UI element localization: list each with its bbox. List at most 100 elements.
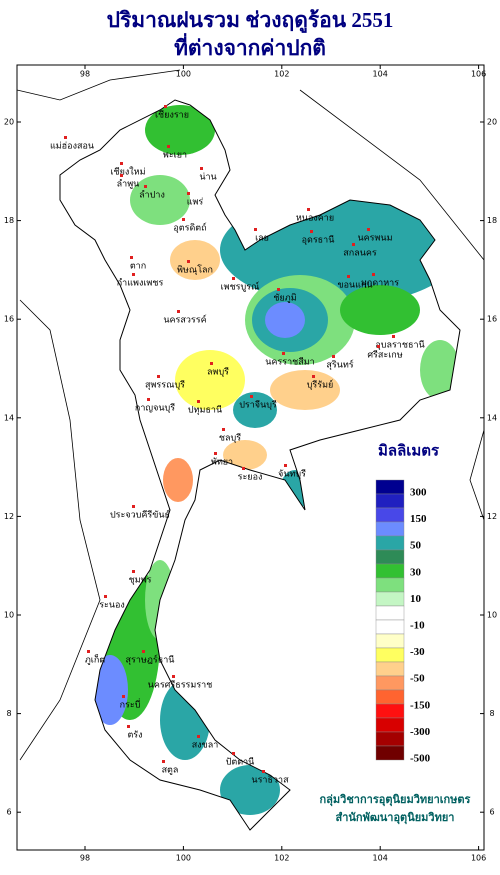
- station-dot: [352, 243, 355, 246]
- station-dot: [312, 375, 315, 378]
- station-dot: [262, 770, 265, 773]
- legend-swatch: [375, 619, 405, 635]
- province-label: ระนอง: [99, 601, 125, 611]
- province-label: อุตรดิตถ์: [173, 222, 206, 234]
- station-dot: [182, 218, 185, 221]
- lat-tick-label: 18: [487, 216, 497, 225]
- station-dot: [162, 760, 165, 763]
- station-dot: [172, 675, 175, 678]
- province-label: พิษณุโลก: [177, 265, 213, 276]
- province-label: พัทยา: [211, 458, 233, 468]
- subtitle: ที่ต่างจากค่าปกติ: [174, 32, 326, 60]
- province-label: สงขลา: [192, 741, 219, 751]
- legend-swatch: [375, 535, 405, 551]
- province-label: กระบี่: [120, 698, 141, 711]
- lat-tick-label: 8: [6, 709, 11, 718]
- legend-swatch: [375, 745, 405, 761]
- province-label: นครศรีธรรมราช: [148, 680, 213, 691]
- legend-swatch: [375, 507, 405, 523]
- province-label: น่าน: [199, 173, 216, 183]
- province-label: ตรัง: [127, 731, 142, 741]
- station-dot: [250, 395, 253, 398]
- legend-swatch: [375, 521, 405, 537]
- lat-tick-label: 10: [4, 611, 14, 620]
- legend-title: มิลลิเมตร: [378, 442, 440, 460]
- lat-tick-label: 14: [4, 413, 14, 422]
- station-dot: [277, 288, 280, 291]
- lat-tick-label: 12: [4, 512, 14, 521]
- province-label: สุพรรณบุรี: [145, 380, 185, 391]
- station-dot: [187, 260, 190, 263]
- province-label: อุบลราชธานี: [375, 340, 424, 351]
- lat-tick-label: 12: [487, 512, 497, 521]
- province-label: ชัยภูมิ: [273, 293, 296, 304]
- province-label: เลย: [255, 234, 269, 244]
- legend-label: -150: [410, 699, 431, 711]
- lat-tick-label: 14: [487, 413, 497, 422]
- legend-swatch: [375, 717, 405, 733]
- legend-swatch: [375, 633, 405, 649]
- credit: กลุ่มวิชาการอุตุนิยมวิทยาเกษตร: [320, 793, 471, 807]
- province-label: กำแพงเพชร: [117, 278, 164, 289]
- station-dot: [372, 273, 375, 276]
- station-dot: [157, 375, 160, 378]
- station-dot: [392, 335, 395, 338]
- station-dot: [127, 725, 130, 728]
- province-label: เพชรบูรณ์: [221, 281, 260, 293]
- province-label: แพร่: [187, 198, 204, 208]
- station-dot: [177, 310, 180, 313]
- lon-tick-label: 100: [176, 854, 191, 863]
- legend-swatch: [375, 731, 405, 747]
- station-dot: [367, 228, 370, 231]
- lat-tick-label: 6: [6, 808, 11, 817]
- station-dot: [214, 452, 217, 455]
- lat-tick-label: 16: [487, 315, 497, 324]
- lat-tick-label: 20: [487, 118, 497, 127]
- province-label: ตาก: [130, 262, 146, 272]
- province-label: ปราจีนบุรี: [239, 400, 277, 411]
- province-label: สุราษฎร์ธานี: [126, 654, 175, 666]
- lon-tick-label: 106: [471, 854, 486, 863]
- province-label: อุดรธานี: [302, 235, 335, 246]
- station-dot: [232, 752, 235, 755]
- station-dot: [130, 256, 133, 259]
- station-dot: [120, 174, 123, 177]
- title: ปริมาณฝนรวม ช่วงฤดูร้อน 2551: [107, 8, 394, 34]
- legend-swatch: [375, 549, 405, 565]
- province-label: ลพบุรี: [207, 367, 229, 378]
- province-label: หนองคาย: [296, 214, 334, 224]
- legend-label: 10: [410, 593, 422, 605]
- legend-swatch: [375, 703, 405, 719]
- lat-tick-label: 10: [487, 611, 497, 620]
- province-label: ชลบุรี: [219, 433, 241, 444]
- station-dot: [254, 228, 257, 231]
- station-dot: [377, 345, 380, 348]
- legend-label: -50: [410, 673, 425, 685]
- station-dot: [197, 400, 200, 403]
- lon-tick-label: 106: [471, 70, 486, 79]
- province-label: ขอนแก่น: [337, 281, 372, 291]
- lat-tick-label: 6: [489, 808, 494, 817]
- legend-swatch: [375, 647, 405, 663]
- station-dot: [332, 355, 335, 358]
- province-label: ลำปาง: [139, 190, 165, 201]
- province-label: ภูเก็ต: [85, 653, 105, 666]
- legend-label: -300: [410, 726, 431, 738]
- station-dot: [122, 695, 125, 698]
- legend-swatch: [375, 591, 405, 607]
- province-label: พะเยา: [163, 151, 187, 161]
- station-dot: [132, 505, 135, 508]
- province-label: ศรีสะเกษ: [367, 350, 402, 361]
- province-label: เชียงใหม่: [110, 167, 145, 178]
- province-label: นครสวรรค์: [163, 314, 206, 326]
- province-label: สตูล: [162, 766, 179, 776]
- neighbor-borders: [16, 69, 485, 761]
- lat-tick-label: 16: [4, 315, 14, 324]
- station-dot: [167, 145, 170, 148]
- legend-swatch: [375, 661, 405, 677]
- station-dot: [210, 362, 213, 365]
- legend-swatch: [375, 689, 405, 705]
- station-dot: [197, 735, 200, 738]
- lat-tick-label: 18: [4, 216, 14, 225]
